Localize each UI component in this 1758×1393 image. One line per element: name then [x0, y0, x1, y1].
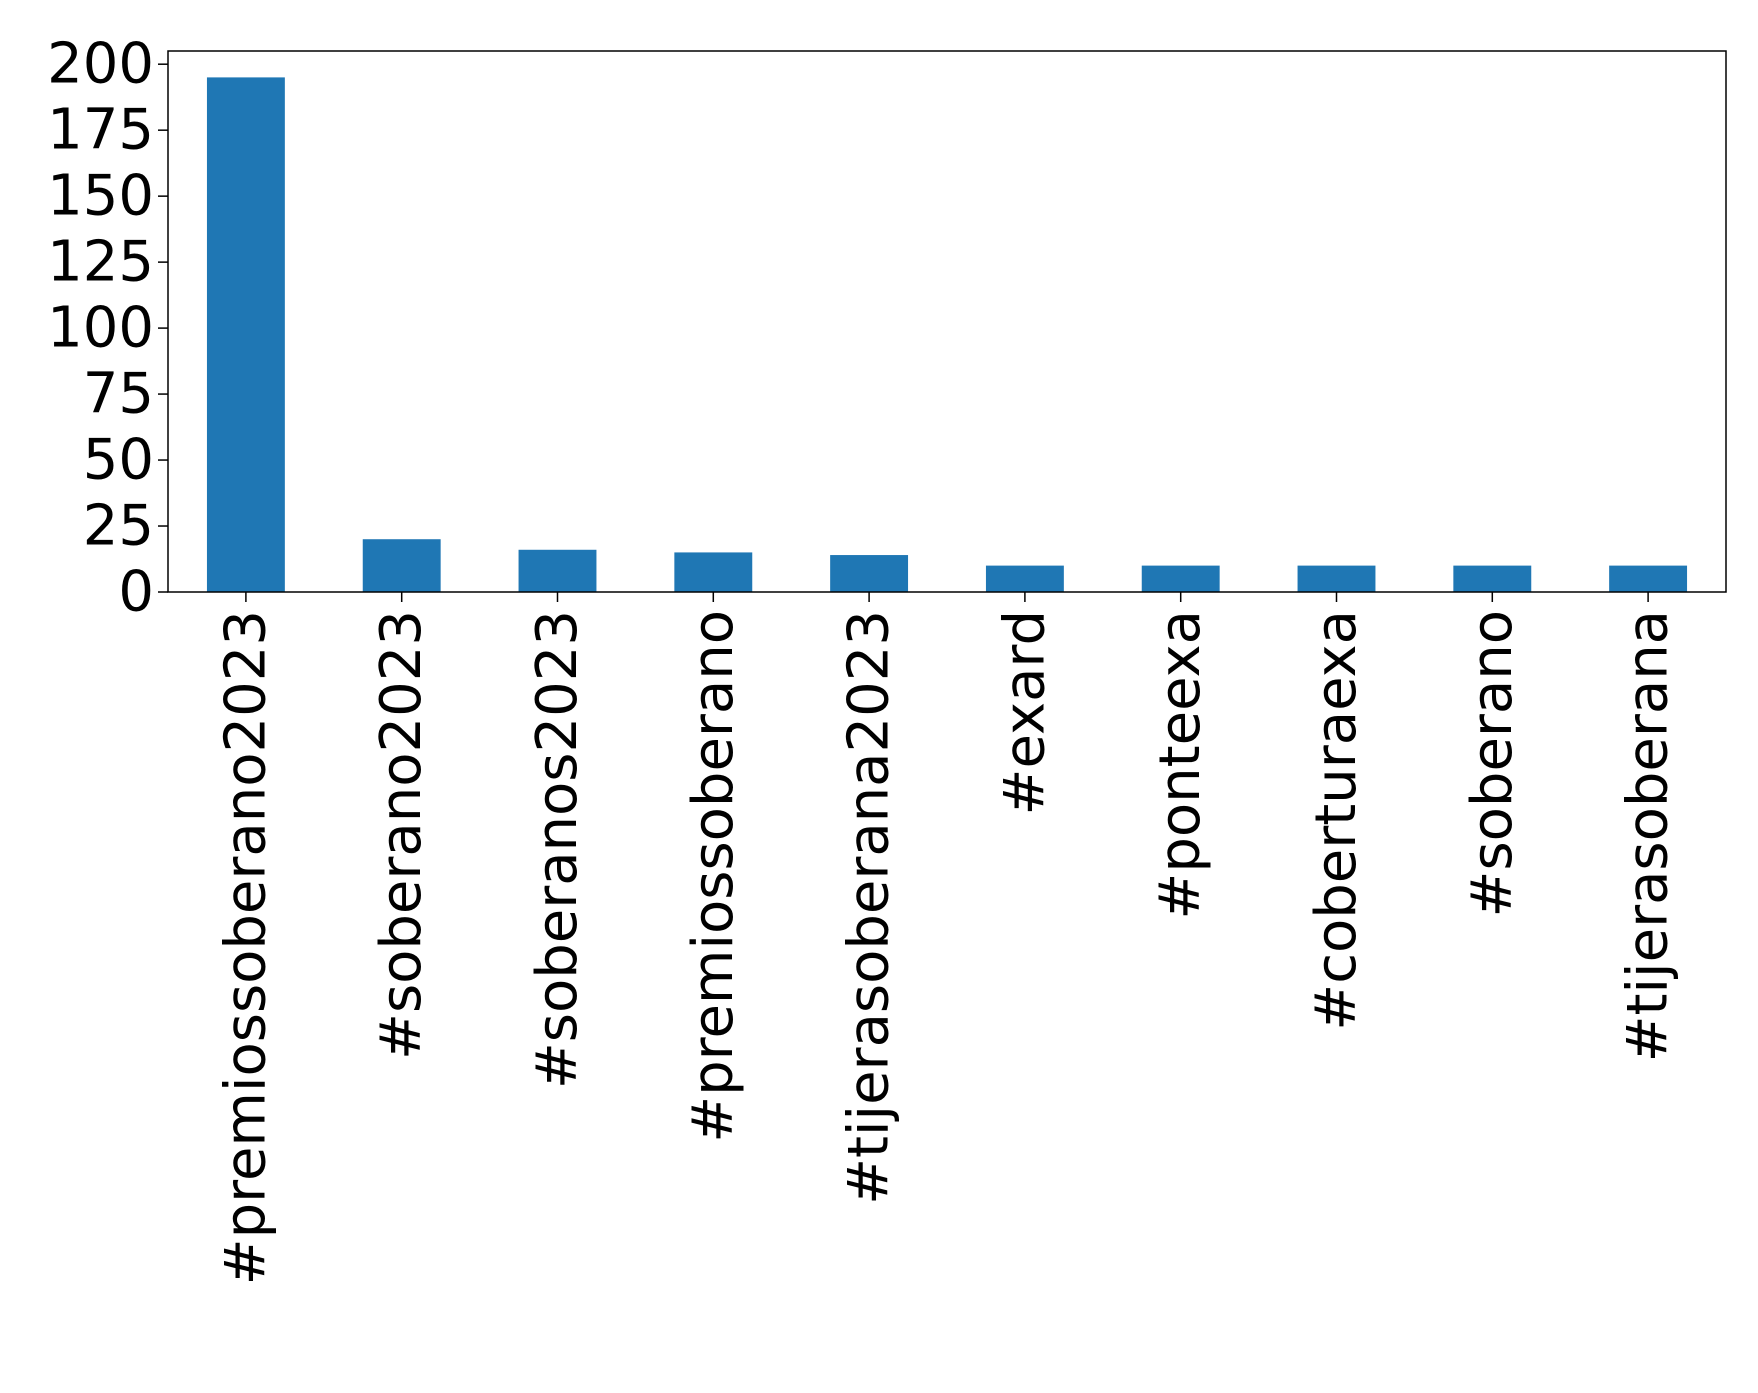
x-tick-label: #soberanos2023 — [525, 610, 590, 1089]
bar-tijerasoberana2023 — [830, 555, 909, 592]
bar-tijerasoberana — [1609, 565, 1688, 592]
bar-premiossoberano2023 — [206, 77, 285, 592]
x-tick-label: #coberturaexa — [1304, 610, 1369, 1031]
x-tick-label: #ponteexa — [1148, 610, 1213, 920]
bar-exard — [985, 565, 1064, 592]
bar-soberanos2023 — [518, 549, 597, 592]
bar-coberturaexa — [1297, 565, 1376, 592]
y-tick-label: 100 — [47, 296, 154, 361]
x-tick-label: #tijerasoberana — [1616, 610, 1681, 1062]
plot-frame — [167, 50, 1727, 593]
x-tick-label: #premiossoberano — [681, 610, 746, 1143]
y-tick-label: 0 — [118, 560, 154, 625]
y-tick-label: 150 — [47, 164, 154, 229]
y-tick-label: 200 — [47, 32, 154, 97]
bar-soberano — [1453, 565, 1532, 592]
y-tick-label: 125 — [47, 230, 154, 295]
y-tick-label: 175 — [47, 98, 154, 163]
x-axis-ticks: #premiossoberano2023 #soberano2023 #sobera… — [213, 592, 1681, 1285]
x-tick-label: #soberano — [1460, 610, 1525, 917]
y-tick-label: 25 — [83, 494, 154, 559]
y-tick-label: 75 — [83, 362, 154, 427]
x-tick-label: #tijerasoberana2023 — [837, 610, 902, 1205]
y-tick-label: 50 — [83, 428, 154, 493]
bar-premiossoberano — [674, 552, 753, 592]
x-tick-label: #soberano2023 — [369, 610, 434, 1060]
x-tick-label: #premiossoberano2023 — [213, 610, 278, 1285]
bar-soberano2023 — [362, 539, 441, 592]
bar-ponteexa — [1141, 565, 1220, 592]
x-tick-label: #exard — [992, 610, 1057, 815]
bars-group — [206, 77, 1688, 592]
